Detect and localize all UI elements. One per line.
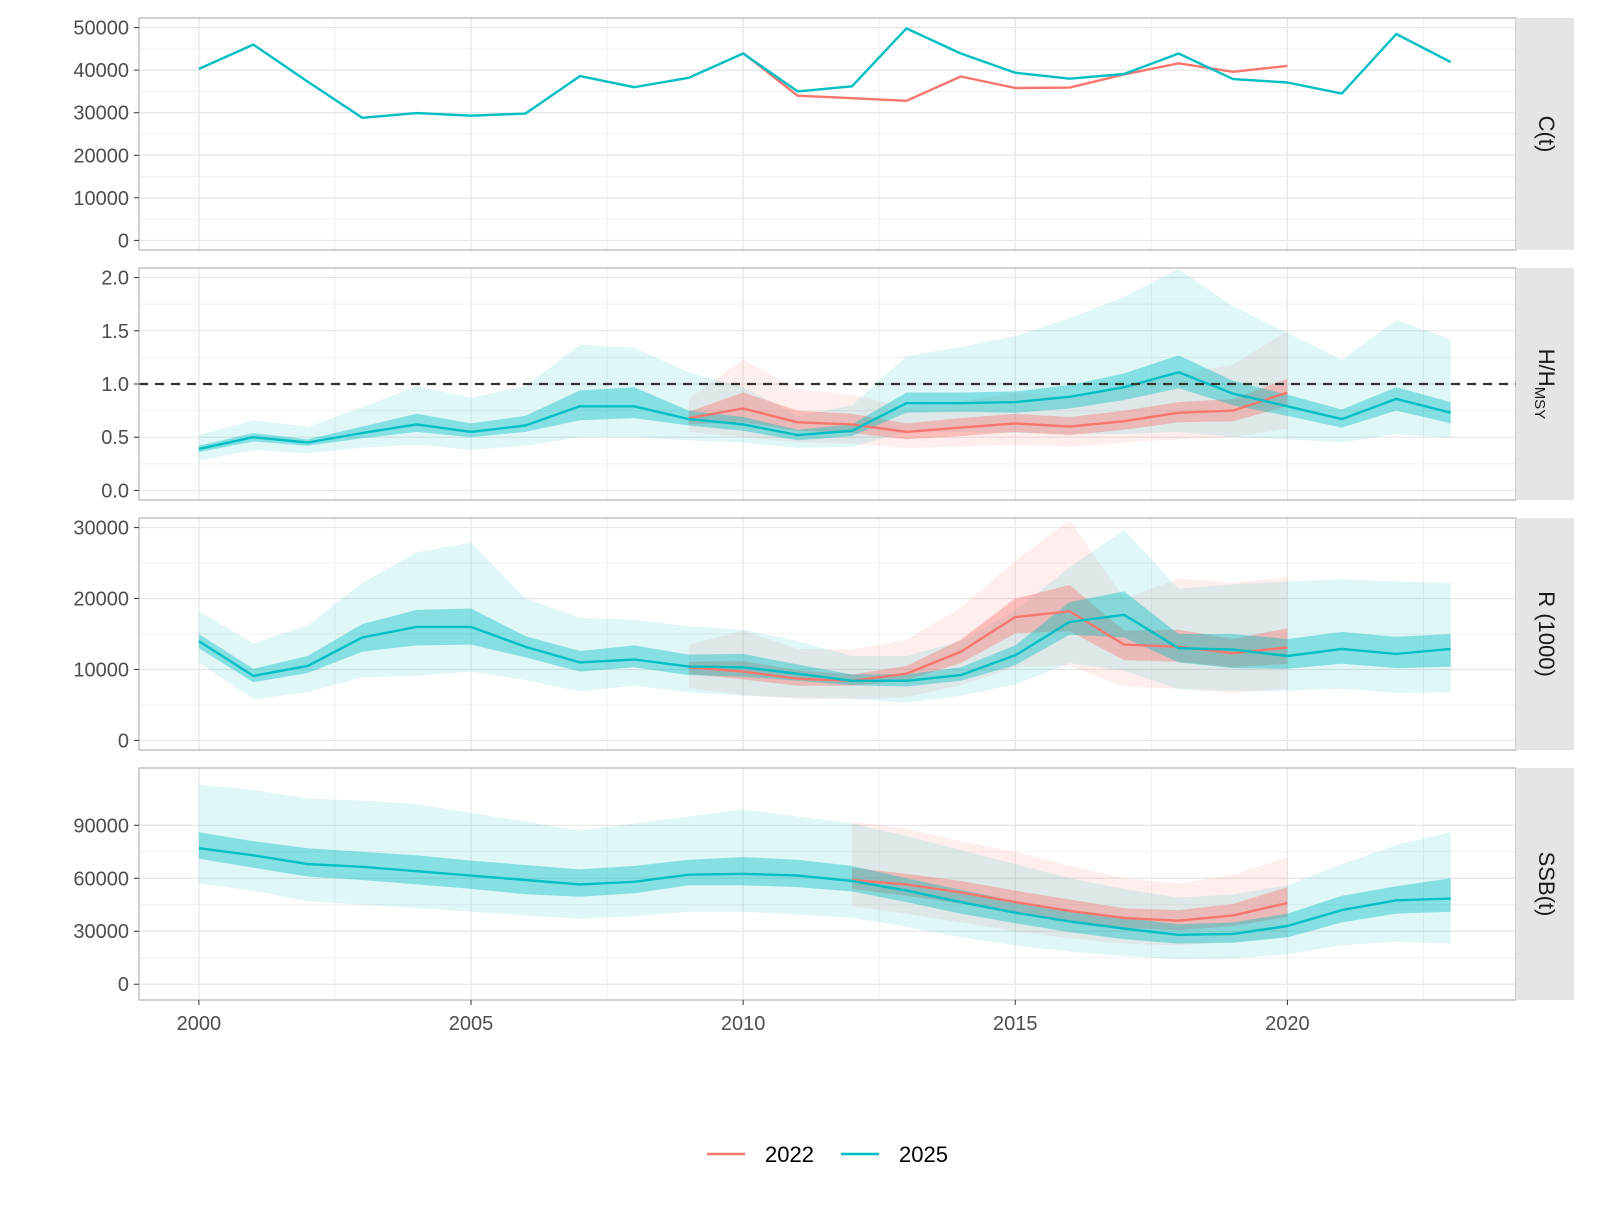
y-tick-label: 90000 bbox=[73, 815, 129, 837]
y-tick-label: 40000 bbox=[73, 60, 129, 82]
y-tick-label: 0 bbox=[118, 730, 129, 752]
panel-3: 0 10000 20000 30000 R (1000) bbox=[73, 517, 1574, 752]
ci50-band-2022 bbox=[852, 867, 1288, 931]
x-tick-label: 2005 bbox=[449, 1013, 494, 1035]
y-tick-label: 30000 bbox=[73, 518, 129, 540]
y-tick-label: 0.0 bbox=[101, 480, 129, 502]
series-line-2025 bbox=[198, 371, 1451, 451]
legend-label-2022: 2022 bbox=[765, 1142, 814, 1167]
ci95-band-2022 bbox=[688, 520, 1288, 700]
y-tick-label: 1.5 bbox=[101, 321, 129, 343]
ci50-band-2025 bbox=[198, 591, 1451, 687]
series-line-2022 bbox=[742, 52, 1288, 102]
y-tick-label: 1.0 bbox=[101, 374, 129, 396]
series-line-2025 bbox=[198, 613, 1451, 682]
facet-strip-label: R (1000) bbox=[1534, 591, 1559, 677]
panel-data bbox=[198, 520, 1451, 703]
facet-strip bbox=[1516, 268, 1574, 500]
y-tick-label: 0 bbox=[118, 230, 129, 252]
ci95-band-2025 bbox=[198, 529, 1451, 703]
y-tick-label: 30000 bbox=[73, 921, 129, 943]
x-tick-label: 2015 bbox=[993, 1013, 1038, 1035]
panel-background bbox=[139, 768, 1516, 1000]
panel-data bbox=[198, 784, 1451, 960]
facet-strip-label: H/HMSY bbox=[1531, 349, 1559, 419]
ci95-band-2022 bbox=[852, 821, 1288, 946]
y-tick-label: 20000 bbox=[73, 145, 129, 167]
facet-strip bbox=[1516, 518, 1574, 750]
facet-strip bbox=[1516, 768, 1574, 1000]
legend-label-2025: 2025 bbox=[899, 1142, 948, 1167]
facet-strip-label: C(t) bbox=[1534, 116, 1559, 153]
y-tick-label: 10000 bbox=[73, 659, 129, 681]
y-tick-label: 0 bbox=[118, 974, 129, 996]
series-line-2022 bbox=[688, 391, 1288, 434]
y-tick-label: 20000 bbox=[73, 589, 129, 611]
series-line-2025 bbox=[198, 847, 1451, 936]
y-tick-label: 10000 bbox=[73, 188, 129, 210]
facet-strip bbox=[1516, 18, 1574, 250]
panel-data bbox=[198, 27, 1452, 119]
x-tick-label: 2010 bbox=[721, 1013, 766, 1035]
ci95-band-2025 bbox=[198, 784, 1451, 960]
x-tick-label: 2000 bbox=[177, 1013, 222, 1035]
series-line-2025 bbox=[198, 27, 1452, 119]
legend: 2022 2025 bbox=[707, 1142, 948, 1167]
panel-4: 0 30000 60000 90000 SSB(t) bbox=[73, 767, 1574, 1001]
panel-data bbox=[139, 269, 1516, 461]
x-tick-label: 2020 bbox=[1265, 1013, 1310, 1035]
y-tick-label: 50000 bbox=[73, 18, 129, 40]
panel-2: 0.0 0.5 1.0 1.5 2.0 H/HMSY bbox=[101, 267, 1574, 502]
y-tick-label: 0.5 bbox=[101, 427, 129, 449]
facet-strip-label: SSB(t) bbox=[1534, 852, 1559, 917]
ci95-band-2025 bbox=[198, 269, 1451, 461]
panel-1: 0 10000 20000 30000 40000 50000 C(t) bbox=[73, 17, 1574, 252]
series-line-2022 bbox=[851, 878, 1288, 922]
y-tick-label: 2.0 bbox=[101, 268, 129, 290]
y-tick-label: 30000 bbox=[73, 103, 129, 125]
y-tick-label: 60000 bbox=[73, 868, 129, 890]
ci50-band-2025 bbox=[198, 832, 1451, 944]
